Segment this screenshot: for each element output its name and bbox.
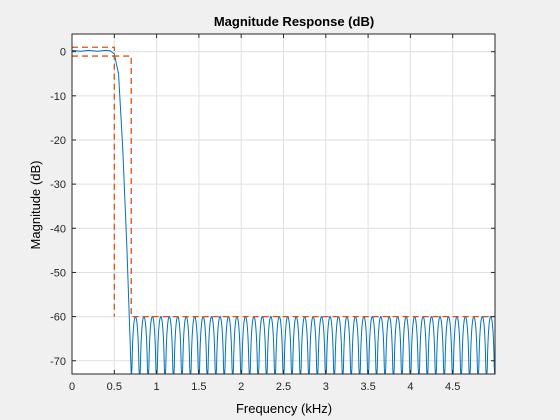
y-tick-label: 0 bbox=[60, 47, 66, 59]
x-tick-label: 4 bbox=[407, 381, 413, 393]
spec-mask-upper-line bbox=[72, 46, 495, 318]
magnitude-response-line bbox=[72, 49, 495, 374]
y-tick-label: -50 bbox=[50, 267, 66, 279]
y-tick-label: -60 bbox=[50, 312, 66, 324]
x-axis-title: Frequency (kHz) bbox=[236, 401, 332, 416]
series-layer bbox=[72, 46, 495, 374]
x-tick-label: 0.5 bbox=[107, 381, 122, 393]
spec-mask-lower-line bbox=[72, 55, 115, 317]
y-tick-label: -40 bbox=[50, 223, 66, 235]
ticks: 0 0.5 1 1.5 2 2.5 3 3.5 4 4.5 0 -10 -20 -30 -40 -50 -60 -… bbox=[50, 34, 495, 393]
x-tick-label: 1 bbox=[154, 381, 160, 393]
x-tick-label: 3 bbox=[323, 381, 329, 393]
x-tick-label: 2 bbox=[238, 381, 244, 393]
y-tick-label: -70 bbox=[50, 356, 66, 368]
y-tick-label: -20 bbox=[50, 135, 66, 147]
chart-title: Magnitude Response (dB) bbox=[214, 14, 374, 29]
y-tick-label: -10 bbox=[50, 91, 66, 103]
x-tick-label: 0 bbox=[69, 381, 75, 393]
y-axis-title: Magnitude (dB) bbox=[28, 161, 43, 250]
x-tick-label: 2.5 bbox=[276, 381, 291, 393]
x-tick-label: 4.5 bbox=[445, 381, 460, 393]
y-tick-label: -30 bbox=[50, 179, 66, 191]
x-tick-label: 1.5 bbox=[191, 381, 206, 393]
grid bbox=[71, 34, 495, 374]
x-tick-label: 3.5 bbox=[360, 381, 375, 393]
